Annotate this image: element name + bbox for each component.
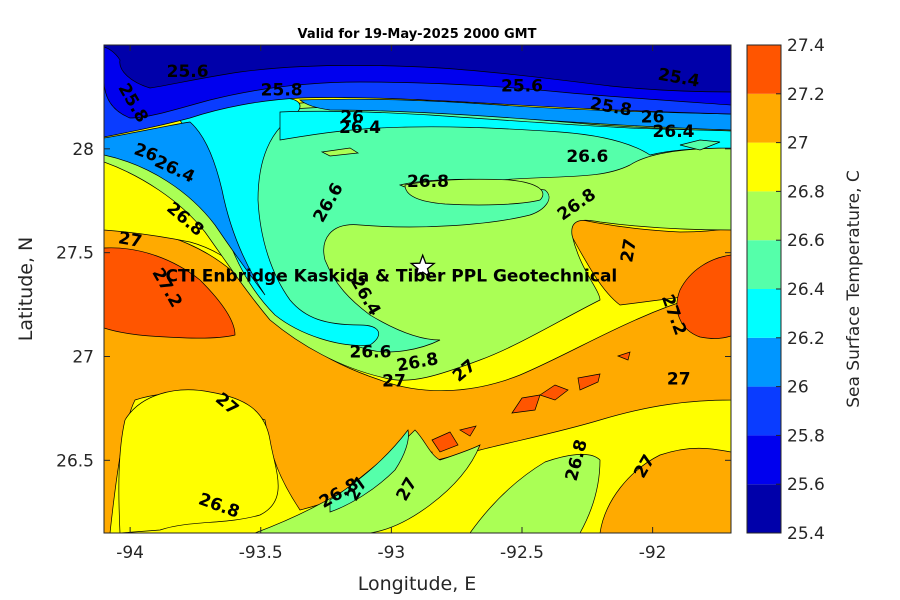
colorbar-segment xyxy=(747,435,781,485)
colorbar: 25.4 25.6 25.8 26 26.2 26.4 26.6 26.8 27 27.2 27.4 xyxy=(746,36,825,544)
site-marker-layer xyxy=(409,253,436,279)
field-27-to-27-2-southeast xyxy=(599,447,731,533)
x-axis: -94 -93.5 -93 -92.5 -92 xyxy=(116,45,667,563)
field-26-to-26-2-north-strip xyxy=(299,98,731,131)
contour-label: 26 xyxy=(641,108,665,128)
field-26-to-26-2-west-sliver xyxy=(104,121,266,296)
site-annotation: CTI Enbridge Kaskida & Tiber PPL Geotech… xyxy=(165,267,617,287)
x-tick-label: -93.5 xyxy=(239,543,283,563)
colorbar-segment xyxy=(747,337,781,387)
contour-label: 25.6 xyxy=(167,62,209,82)
contour-label: 26.6 xyxy=(566,147,608,167)
field-25-4-to-25-6-band xyxy=(104,45,731,93)
contour-label: 26.8 xyxy=(407,172,449,192)
colorbar-tick-label: 26.6 xyxy=(787,231,825,251)
chart-title: Valid for 19-May-2025 2000 GMT xyxy=(298,27,537,42)
colorbar-tick-label: 27.2 xyxy=(787,85,825,105)
field-26-4-to-26-6-east-patch xyxy=(679,139,721,151)
y-tick-label: 27 xyxy=(72,347,94,367)
colorbar-segment xyxy=(747,142,781,192)
x-tick-label: -92 xyxy=(639,543,667,563)
contour-label: 27 xyxy=(117,228,144,252)
y-axis-label: Latitude, N xyxy=(15,237,37,342)
field-26-6-to-26-8-small-patch xyxy=(320,147,360,157)
contour-label: 25.8 xyxy=(261,81,303,101)
colorbar-tick-label: 27 xyxy=(787,134,809,154)
field-26-8-to-27-southwest-lobe xyxy=(118,389,279,533)
x-tick-label: -92.5 xyxy=(500,543,544,563)
contour-label: 26.4 xyxy=(653,122,695,142)
field-26-6-to-26-8-island xyxy=(404,178,544,206)
field-27-2-to-27-4-west xyxy=(104,247,236,339)
field-27-2-to-27-4-east xyxy=(676,254,731,339)
colorbar-tick-label: 25.4 xyxy=(787,524,825,544)
contour-label: 26.4 xyxy=(339,118,381,138)
contour-label: 27 xyxy=(667,369,691,389)
colorbar-segment xyxy=(747,191,781,241)
colorbar-tick-label: 27.4 xyxy=(787,36,825,56)
plot-frame xyxy=(103,44,732,534)
contour-label: 27 xyxy=(617,237,641,264)
colorbar-label: Sea Surface Temperature, C xyxy=(844,170,864,408)
contour-label: 26.6 xyxy=(349,342,391,362)
colorbar-segment xyxy=(747,45,781,94)
colorbar-segment xyxy=(747,240,781,289)
field-27-2-to-27-4-patch-4 xyxy=(616,351,631,361)
colorbar-tick-label: 26 xyxy=(787,378,809,398)
x-tick-label: -94 xyxy=(116,543,144,563)
x-axis-label: Longitude, E xyxy=(358,573,477,595)
field-27-2-to-27-4-patch-3 xyxy=(577,373,601,391)
field-27-2-to-27-4-patch-6 xyxy=(459,425,477,437)
y-tick-label: 26.5 xyxy=(56,451,94,471)
field-26-4-to-26-6-central xyxy=(224,106,731,353)
y-tick-label: 27.5 xyxy=(56,244,94,264)
field-27-2-to-27-4-patch-5 xyxy=(431,431,459,453)
contour-label: 25.6 xyxy=(501,77,543,97)
colorbar-tick-label: 26.2 xyxy=(787,329,825,349)
colorbar-tick-label: 25.8 xyxy=(787,426,825,446)
colorbar-tick-label: 26.4 xyxy=(787,280,825,300)
field-27-2-to-27-4-patch-2 xyxy=(539,384,569,401)
colorbar-segment xyxy=(747,484,781,533)
site-star-marker xyxy=(409,253,436,279)
y-tick-label: 28 xyxy=(72,140,94,160)
colorbar-tick-label: 25.6 xyxy=(787,475,825,495)
contour-label: 27 xyxy=(382,371,406,391)
field-26-6-to-26-8-southeast-lobe xyxy=(469,454,601,533)
y-axis: 26.5 27 27.5 28 xyxy=(56,140,731,471)
colorbar-segment xyxy=(747,289,781,338)
colorbar-tick-label: 26.8 xyxy=(787,182,825,202)
colorbar-segment xyxy=(747,386,781,436)
contour-label: 26 xyxy=(340,108,364,128)
x-tick-label: -93 xyxy=(377,543,405,563)
colorbar-segment xyxy=(747,93,781,143)
field-26-4-to-26-6-south-patch xyxy=(329,429,409,513)
plot-area xyxy=(104,45,731,533)
